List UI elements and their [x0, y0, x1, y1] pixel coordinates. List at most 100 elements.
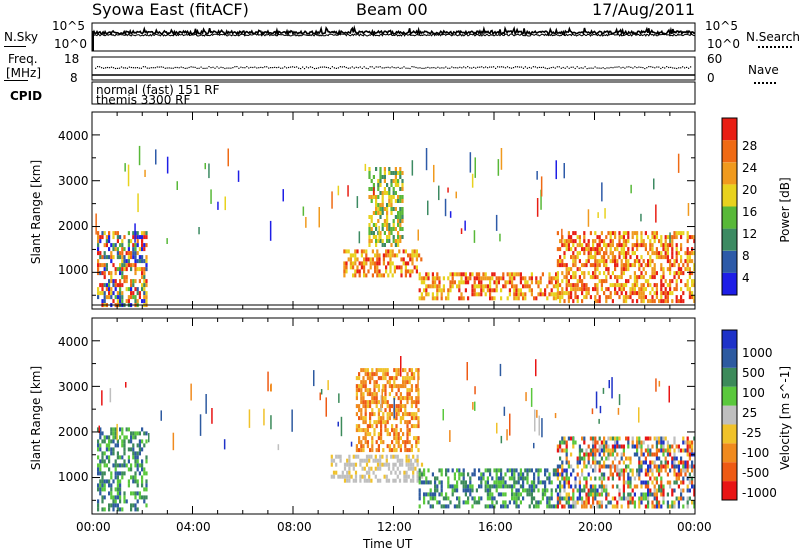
scatter-cell	[406, 392, 409, 397]
scatter-cell	[365, 458, 369, 463]
scatter-cell	[114, 283, 117, 288]
scatter-cell	[119, 263, 122, 268]
scatter-cell	[105, 455, 108, 460]
scatter-cell	[371, 376, 374, 381]
scatter-cell	[596, 275, 599, 280]
scatter-cell	[119, 255, 122, 260]
scatter-cell	[546, 284, 549, 289]
scatter-cell	[691, 259, 694, 264]
scatter-cell	[671, 263, 674, 268]
scatter-cell	[491, 504, 494, 509]
scatter-cell	[627, 484, 630, 489]
scatter-cell	[127, 247, 130, 252]
scatter-cell	[352, 261, 355, 266]
scatter-cell	[677, 444, 680, 449]
scatter-cell	[427, 284, 430, 289]
scatter-cell	[598, 476, 601, 481]
scatter-cell	[352, 462, 355, 467]
scatter-cell	[583, 295, 586, 300]
scatter-cell	[103, 507, 106, 512]
scatter-cell	[388, 235, 391, 239]
freq-dot	[684, 67, 686, 69]
scatter-cell	[688, 472, 691, 477]
scatter-cell	[578, 456, 581, 461]
scatter-cell	[383, 462, 386, 467]
scatter-cell	[114, 247, 117, 252]
scatter-cell	[649, 283, 652, 288]
scatter-cell	[644, 247, 647, 252]
scatter-cell	[97, 467, 100, 472]
freq-dot	[514, 66, 517, 68]
scatter-cell	[636, 283, 639, 288]
scatter-cell	[660, 488, 663, 493]
scatter-cell	[404, 384, 407, 389]
scatter-cell	[622, 271, 625, 276]
freq-dot	[260, 66, 262, 68]
scatter-cell	[592, 247, 595, 252]
scatter-cell	[680, 472, 683, 477]
freq-dot	[106, 66, 109, 69]
scatter-cell	[561, 460, 564, 465]
scatter-cell	[522, 276, 525, 281]
scatter-cell	[596, 488, 599, 493]
scatter-cell	[594, 492, 597, 497]
scatter-cell	[101, 291, 104, 296]
scatter-cell	[660, 279, 663, 284]
scatter-cell	[620, 283, 623, 288]
scatter-cell	[136, 259, 139, 264]
power-colorbar-frame	[721, 117, 738, 296]
scatter-cell	[658, 239, 661, 244]
scatter-cell	[489, 288, 492, 293]
scatter-cell	[680, 231, 683, 236]
scatter-cell	[414, 458, 417, 463]
scatter-cell	[497, 276, 500, 281]
scatter-cell	[373, 388, 376, 393]
scatter-cell	[108, 443, 111, 448]
scatter-cell	[548, 476, 551, 481]
scatter-cell	[388, 412, 391, 417]
scatter-cell	[576, 472, 579, 477]
scatter-cell	[123, 435, 126, 440]
scatter-cell	[392, 187, 395, 191]
scatter-cell	[339, 474, 342, 479]
scatter-cell	[363, 466, 366, 471]
scatter-cell	[415, 388, 418, 393]
scatter-cell	[410, 416, 413, 421]
scatter-cell	[598, 436, 601, 441]
freq-dot	[618, 66, 620, 68]
scatter-cell	[358, 372, 361, 377]
scatter-cell	[530, 292, 533, 297]
scatter-cell	[349, 253, 352, 258]
scatter-cell	[123, 463, 126, 468]
freq-dot	[140, 67, 142, 69]
scatter-cell	[673, 464, 676, 469]
scatter-cell	[594, 239, 597, 244]
scatter-streak	[325, 397, 327, 417]
scatter-cell	[486, 492, 489, 497]
scatter-cell	[666, 299, 669, 304]
scatter-cell	[684, 464, 687, 469]
scatter-cell	[524, 284, 527, 289]
scatter-cell	[105, 463, 108, 468]
scatter-cell	[596, 492, 599, 497]
scatter-cell	[673, 456, 676, 461]
scatter-cell	[671, 243, 674, 248]
scatter-cell	[504, 284, 507, 289]
scatter-cell	[686, 440, 689, 445]
scatter-cell	[647, 235, 650, 240]
scatter-streak	[536, 171, 538, 180]
scatter-cell	[393, 376, 396, 381]
scatter-cell	[420, 474, 424, 479]
scatter-cell	[677, 496, 680, 501]
scatter-cell	[431, 496, 434, 501]
scatter-cell	[515, 500, 518, 505]
scatter-cell	[408, 388, 411, 393]
scatter-cell	[585, 496, 588, 501]
scatter-cell	[112, 247, 115, 252]
scatter-cell	[508, 484, 511, 489]
scatter-cell	[491, 296, 494, 301]
scatter-cell	[526, 284, 529, 289]
scatter-cell	[680, 259, 683, 264]
scatter-cell	[594, 464, 597, 469]
scatter-cell	[693, 299, 696, 304]
